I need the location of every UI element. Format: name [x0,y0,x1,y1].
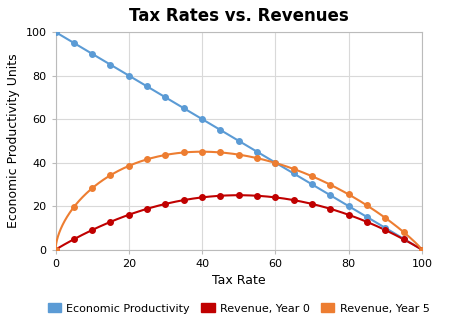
Legend: Economic Productivity, Revenue, Year 0, Revenue, Year 5: Economic Productivity, Revenue, Year 0, … [43,299,434,318]
Title: Tax Rates vs. Revenues: Tax Rates vs. Revenues [129,7,349,25]
Y-axis label: Economic Productivity Units: Economic Productivity Units [7,53,20,228]
X-axis label: Tax Rate: Tax Rate [212,274,266,287]
